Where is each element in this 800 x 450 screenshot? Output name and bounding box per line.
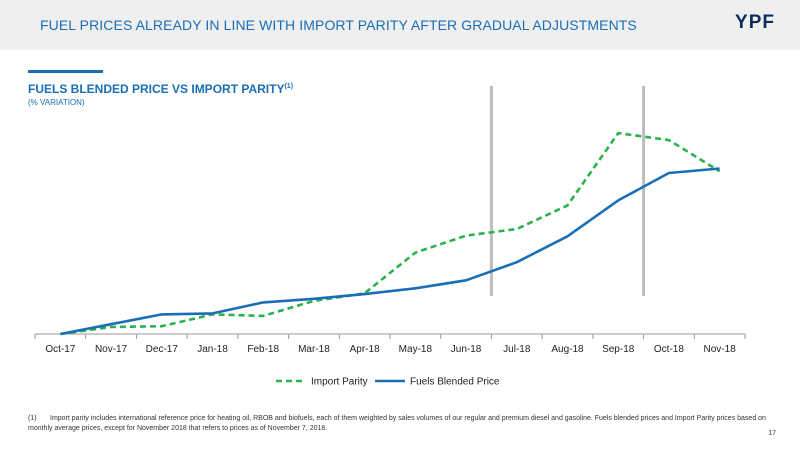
legend-label: Import Parity [311, 377, 368, 388]
footnote: (1) Import parity includes international … [28, 414, 768, 434]
x-tick-label: May-18 [399, 344, 433, 355]
x-tick-label: Jul-18 [503, 344, 531, 355]
legend-label: Fuels Blended Price [410, 377, 500, 388]
slide-title: FUEL PRICES ALREADY IN LINE WITH IMPORT … [40, 17, 637, 33]
highlight-band [489, 86, 493, 296]
series-line-import-parity [60, 131, 721, 336]
x-tick-label: Oct-17 [45, 344, 75, 355]
x-tick-label: Apr-18 [350, 344, 380, 355]
chart-title-footnote-ref: (1) [284, 83, 294, 90]
ypf-logo: YPF [735, 12, 775, 33]
highlight-band [642, 86, 646, 296]
accent-line [28, 70, 103, 73]
x-tick-label: Feb-18 [247, 344, 279, 355]
x-tick-label: Nov-17 [95, 344, 128, 355]
chart-title-text: FUELS BLENDED PRICE VS IMPORT PARITY [28, 82, 285, 96]
x-tick-label: Mar-18 [298, 344, 330, 355]
x-tick-label: Sep-18 [602, 344, 635, 355]
footnote-text: Import parity includes international ref… [28, 415, 766, 432]
header-bar: FUEL PRICES ALREADY IN LINE WITH IMPORT … [0, 0, 800, 50]
chart-subtitle: (% VARIATION) [28, 98, 85, 107]
footnote-marker: (1) [28, 415, 37, 422]
page-number: 17 [768, 430, 776, 437]
x-tick-label: Jan-18 [197, 344, 228, 355]
series-line-fuels-blended-price [60, 167, 720, 336]
x-tick-label: Nov-18 [704, 344, 737, 355]
x-tick-label: Jun-18 [451, 344, 482, 355]
x-tick-label: Aug-18 [551, 344, 584, 355]
x-tick-label: Dec-17 [146, 344, 179, 355]
chart-title: FUELS BLENDED PRICE VS IMPORT PARITY(1) [28, 82, 293, 96]
x-tick-label: Oct-18 [654, 344, 684, 355]
